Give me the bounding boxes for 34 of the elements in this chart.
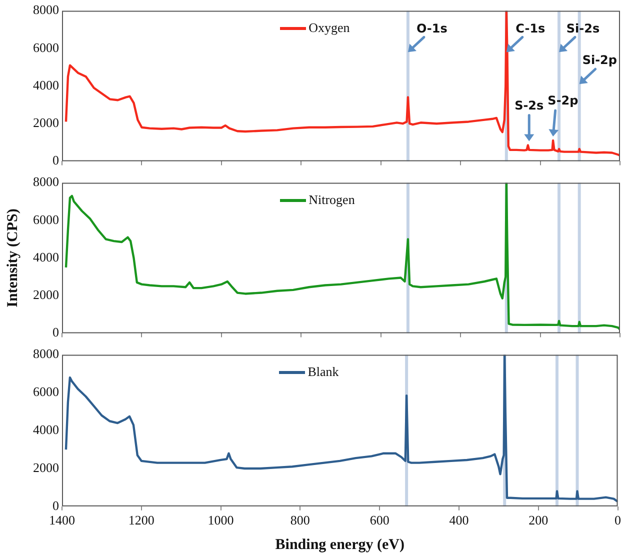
y-tick-label: 8000 <box>33 346 59 362</box>
y-axis-title: Intensity (CPS) <box>4 208 21 308</box>
x-tick-label: 1400 <box>49 512 75 528</box>
y-tick-label: 6000 <box>33 212 59 227</box>
y-tick-label: 4000 <box>33 422 59 438</box>
y-tick-label: 0 <box>52 324 59 340</box>
annotation: Si-2s <box>566 21 600 36</box>
y-tick-label: 4000 <box>33 77 59 92</box>
x-axis-title: Binding energy (eV) <box>275 536 404 553</box>
legend-label: Oxygen <box>308 20 350 35</box>
y-tick-label: 8000 <box>33 2 59 18</box>
annotation: S-2p <box>548 94 579 108</box>
y-tick-label: 2000 <box>33 460 59 475</box>
legend-label: Nitrogen <box>308 192 355 207</box>
annotation: Si-2p <box>582 53 618 68</box>
legend-label: Blank <box>308 364 339 379</box>
x-tick-label: 200 <box>528 512 548 528</box>
x-tick-label: 1200 <box>128 512 154 528</box>
y-tick-label: 8000 <box>33 174 59 190</box>
annotation: S-2s <box>514 98 544 112</box>
annotation: C-1s <box>516 21 546 36</box>
annotation: O-1s <box>416 21 448 36</box>
y-tick-label: 0 <box>52 152 59 168</box>
x-tick-label: 0 <box>614 512 621 528</box>
y-tick-label: 6000 <box>33 384 59 400</box>
x-tick-label: 1000 <box>208 512 234 528</box>
y-tick-label: 6000 <box>33 40 59 55</box>
y-tick-label: 4000 <box>33 249 59 264</box>
x-tick-label: 800 <box>290 512 310 528</box>
x-tick-label: 600 <box>370 512 390 528</box>
y-tick-label: 2000 <box>33 287 59 302</box>
y-tick-label: 0 <box>52 498 59 513</box>
y-tick-label: 2000 <box>33 115 59 130</box>
x-tick-label: 400 <box>449 512 469 528</box>
